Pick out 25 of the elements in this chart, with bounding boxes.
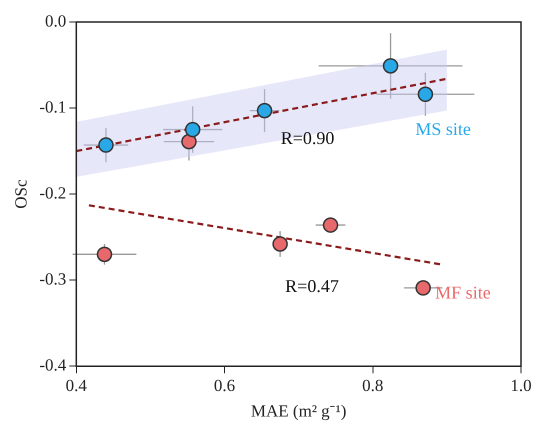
annotation: R=0.90 (280, 128, 334, 148)
point (415, 280, 431, 296)
point (181, 134, 197, 150)
annotation: R=0.47 (285, 276, 339, 296)
point (98, 137, 114, 153)
y-tick-label: -0.3 (39, 270, 66, 289)
y-tick-label: -0.2 (39, 184, 66, 203)
point (418, 86, 434, 102)
series-label: MS site (415, 119, 471, 140)
x-tick-label: 0.6 (214, 376, 236, 395)
series-label: MF site (435, 282, 491, 303)
y-tick-label: -0.4 (39, 356, 67, 375)
x-tick-label: 0.8 (362, 376, 384, 395)
point (322, 217, 338, 233)
y-axis-title: OSc (12, 179, 31, 209)
point (96, 246, 112, 262)
x-tick-label: 0.4 (66, 376, 88, 395)
point (272, 236, 288, 252)
point (382, 58, 398, 74)
point (256, 102, 272, 118)
x-axis-title: MAE (m² g⁻¹) (250, 401, 346, 420)
point (184, 122, 200, 138)
y-tick-label: -0.1 (39, 98, 66, 117)
x-tick-label: 1.0 (510, 376, 532, 395)
y-tick-label: 0.0 (45, 11, 66, 30)
